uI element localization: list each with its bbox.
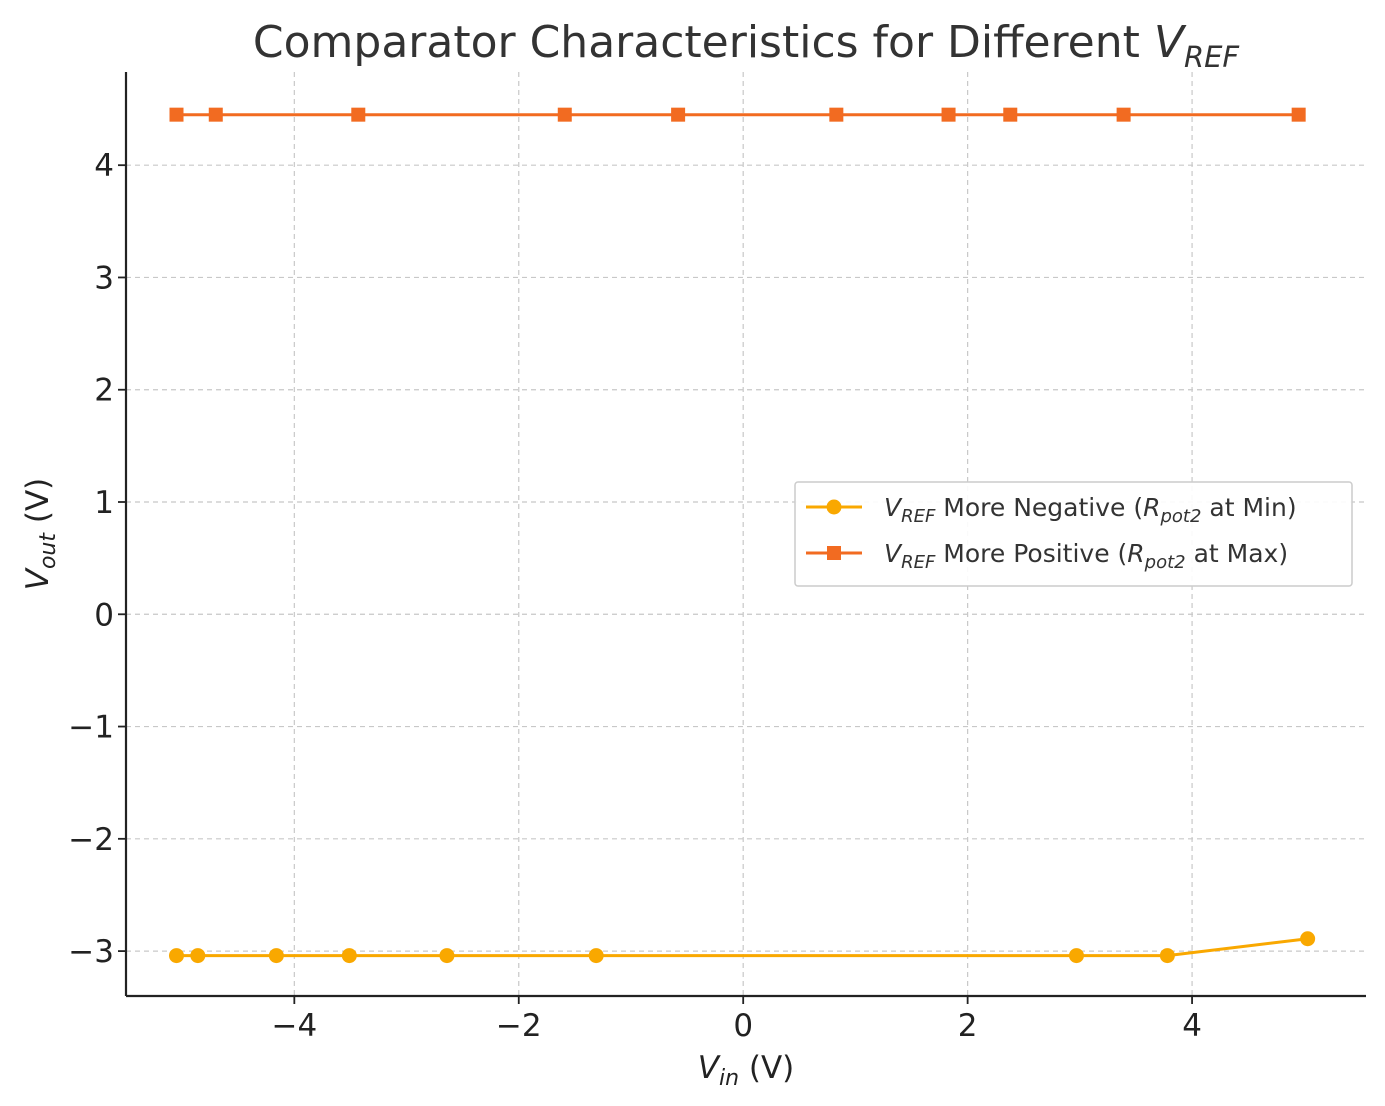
y-tick-label: −3 — [68, 934, 114, 970]
series-point-1 — [941, 107, 956, 122]
y-axis-label: Vout (V) — [20, 478, 61, 591]
series-point-1 — [1116, 107, 1131, 122]
x-tick-label: 4 — [1182, 1008, 1202, 1044]
series-point-0 — [439, 948, 455, 964]
legend-neg-rvar: R — [1143, 493, 1160, 522]
legend-marker-pos — [827, 546, 841, 560]
x-axis-label-sub: in — [719, 1066, 739, 1091]
y-axis-label-unit: (V) — [20, 478, 56, 533]
y-tick-label: 2 — [94, 373, 114, 409]
legend: VREF More Negative (Rpot2 at Min) VREF M… — [794, 481, 1353, 587]
chart-title-sub: REF — [1184, 40, 1240, 74]
legend-neg-mid: More Negative ( — [935, 493, 1143, 522]
series-point-0 — [268, 948, 284, 964]
series-point-0 — [1300, 931, 1316, 947]
series-point-0 — [1159, 948, 1175, 964]
axes — [124, 72, 1366, 998]
x-axis-label-var: V — [698, 1050, 722, 1086]
ticks: −4 −2 0 2 4 −3 −2 −1 0 1 2 3 4 — [68, 148, 1202, 1044]
series-point-0 — [588, 948, 604, 964]
legend-pos-mid: More Positive ( — [935, 539, 1127, 568]
legend-pos-end: at Max) — [1186, 539, 1288, 568]
series-point-0 — [341, 948, 357, 964]
series-point-0 — [1068, 948, 1084, 964]
legend-neg-end: at Min) — [1201, 493, 1296, 522]
x-axis-label: Vin (V) — [698, 1050, 795, 1091]
legend-entry-pos: VREF More Positive (Rpot2 at Max) — [884, 539, 1288, 573]
x-tick-label: 0 — [733, 1008, 753, 1044]
y-tick-label: 3 — [94, 260, 114, 296]
legend-pos-var: V — [884, 539, 903, 568]
y-tick-label: −2 — [68, 822, 114, 858]
y-tick-label: 0 — [94, 597, 114, 633]
y-tick-label: −1 — [68, 710, 114, 746]
legend-neg-var: V — [884, 493, 903, 522]
y-tick-label: 1 — [94, 485, 114, 521]
series-point-0 — [168, 948, 184, 964]
chart-title-var: V — [1154, 17, 1187, 68]
y-axis-label-var: V — [20, 566, 56, 590]
series-point-1 — [557, 107, 572, 122]
legend-neg-sub: REF — [901, 506, 936, 527]
series-point-1 — [351, 107, 366, 122]
series-point-0 — [190, 948, 206, 964]
legend-pos-sub: REF — [901, 552, 936, 573]
legend-neg-rsub: pot2 — [1159, 506, 1201, 527]
x-axis-label-unit: (V) — [739, 1050, 794, 1086]
legend-pos-rsub: pot2 — [1144, 552, 1186, 573]
series-point-1 — [1003, 107, 1018, 122]
legend-marker-neg — [826, 499, 842, 515]
series-point-1 — [671, 107, 686, 122]
series-layer — [168, 107, 1316, 964]
series-point-1 — [829, 107, 844, 122]
series-point-1 — [169, 107, 184, 122]
legend-frame — [794, 481, 1353, 587]
y-axis-label-sub: out — [36, 532, 61, 569]
x-tick-label: −2 — [496, 1008, 542, 1044]
x-tick-label: 2 — [958, 1008, 978, 1044]
series-point-1 — [208, 107, 223, 122]
series-point-1 — [1291, 107, 1306, 122]
y-tick-label: 4 — [94, 148, 114, 184]
legend-pos-rvar: R — [1127, 539, 1144, 568]
chart-title-main: Comparator Characteristics for Different — [253, 17, 1154, 68]
legend-entry-neg: VREF More Negative (Rpot2 at Min) — [884, 493, 1297, 527]
chart-title: Comparator Characteristics for Different… — [253, 17, 1241, 74]
x-tick-label: −4 — [271, 1008, 317, 1044]
